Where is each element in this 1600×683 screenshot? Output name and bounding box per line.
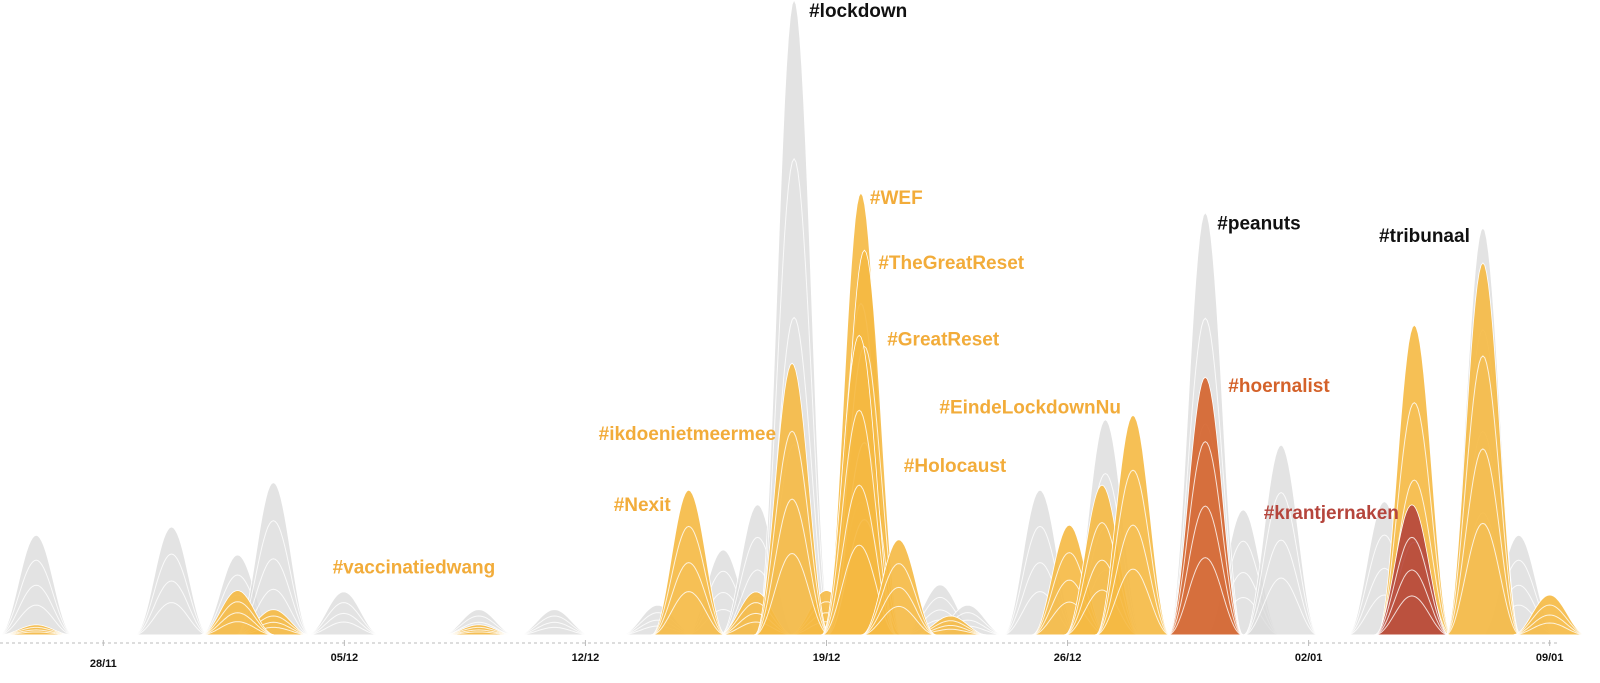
bump-contour — [1511, 604, 1588, 636]
bump-contour — [1373, 569, 1450, 636]
series-label: #Nexit — [614, 495, 672, 516]
bump-contour — [1094, 524, 1172, 636]
bump-contour — [754, 552, 830, 636]
bump-contour — [0, 604, 75, 636]
series-label: #GreatReset — [887, 329, 1000, 350]
bump-contour — [1094, 469, 1172, 636]
bump-contour — [860, 563, 937, 636]
series — [1373, 504, 1450, 636]
series-label: #krantjernaken — [1264, 503, 1399, 524]
bump-contour — [305, 612, 382, 636]
series-label: #hoernalist — [1228, 376, 1330, 397]
x-tick-label: 12/12 — [572, 652, 600, 664]
bump-contour — [1511, 622, 1588, 636]
x-tick-label: 26/12 — [1054, 652, 1082, 664]
series-label: #WEF — [870, 188, 923, 209]
bump-contour — [860, 586, 937, 636]
bump-contour — [754, 157, 834, 636]
bump-contour — [1373, 536, 1450, 636]
series-label: #lockdown — [809, 1, 907, 22]
bump-contour — [516, 626, 593, 636]
series — [0, 419, 1557, 636]
bump-contour — [1165, 317, 1245, 636]
bump-contour — [1373, 595, 1450, 636]
bump-contour — [0, 584, 75, 636]
series-label: #TheGreatReset — [878, 253, 1024, 274]
series-label: #ikdoenietmeermee — [599, 424, 776, 445]
series — [199, 590, 276, 636]
bump-contour — [199, 621, 276, 636]
bump-contour — [1095, 568, 1171, 636]
x-tick-label: 02/01 — [1295, 652, 1323, 664]
series — [754, 362, 831, 636]
bump-contour — [754, 430, 831, 636]
bump-contour — [516, 615, 593, 636]
bump-contour — [1444, 355, 1521, 636]
series — [650, 489, 727, 636]
series-label: #peanuts — [1217, 214, 1300, 235]
bump-contour — [650, 591, 727, 636]
x-tick-label: 09/01 — [1536, 652, 1564, 664]
bump-contour — [133, 602, 210, 636]
series — [860, 539, 937, 636]
bump-contour — [1511, 614, 1588, 636]
series-label: #tribunaal — [1379, 226, 1470, 247]
bump-contour — [199, 601, 276, 636]
bump-contour — [1243, 539, 1320, 636]
bump-contour — [440, 631, 517, 636]
bump-contour — [440, 615, 517, 636]
series-label: #Holocaust — [904, 456, 1007, 477]
x-tick-label: 28/11 — [90, 658, 117, 670]
bump-contour — [754, 498, 831, 636]
bump-contour — [305, 621, 382, 636]
bump-contour — [650, 525, 727, 636]
bump-contour — [0, 559, 75, 636]
bump-contour — [650, 562, 727, 636]
bump-contour — [1444, 522, 1521, 636]
bump-contour — [516, 621, 593, 636]
bump-contour — [133, 553, 210, 636]
bump-contour — [1444, 448, 1521, 636]
bump-contour — [305, 602, 382, 636]
bump-contour — [1167, 440, 1244, 636]
bump-contour — [1243, 577, 1319, 636]
series-label: #EindeLockdownNu — [939, 397, 1121, 418]
bump-contour — [1243, 492, 1320, 636]
x-tick-label: 19/12 — [813, 652, 841, 664]
bump-contour — [1167, 557, 1244, 636]
bump-contour — [860, 605, 937, 636]
bump-contour — [199, 612, 276, 636]
bump-contour — [133, 580, 210, 636]
x-tick-label: 05/12 — [331, 652, 359, 664]
bump-contour — [1376, 401, 1453, 636]
bump-contour — [1167, 505, 1244, 636]
series — [1167, 376, 1244, 636]
series — [1094, 414, 1172, 636]
series-label: #vaccinatiedwang — [333, 558, 496, 579]
bump-contour — [0, 631, 74, 636]
